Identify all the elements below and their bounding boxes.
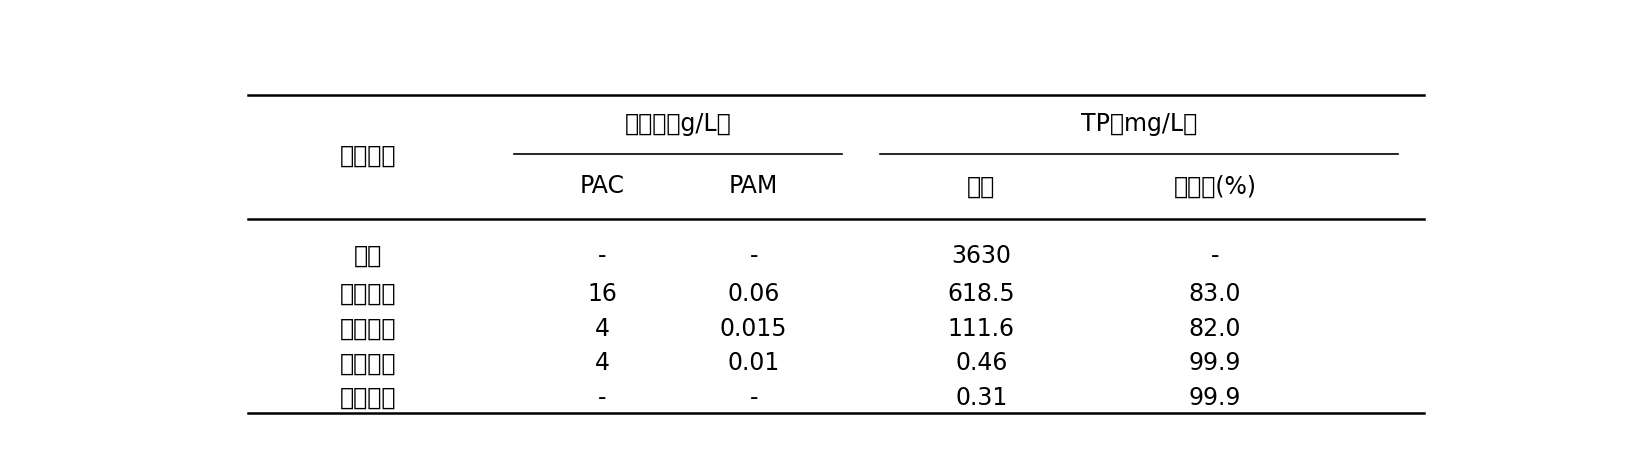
Text: 二级出水: 二级出水 xyxy=(339,317,396,341)
Text: 16: 16 xyxy=(587,282,616,306)
Text: PAM: PAM xyxy=(729,174,778,199)
Text: 处理单元: 处理单元 xyxy=(339,144,396,167)
Text: 0.015: 0.015 xyxy=(719,317,787,341)
Text: 618.5: 618.5 xyxy=(947,282,1014,306)
Text: -: - xyxy=(1209,244,1219,268)
Text: 0.06: 0.06 xyxy=(727,282,779,306)
Text: -: - xyxy=(598,386,606,410)
Text: 原水: 原水 xyxy=(354,244,381,268)
Text: 99.9: 99.9 xyxy=(1188,351,1240,375)
Text: 过滤出水: 过滤出水 xyxy=(339,386,396,410)
Text: 99.9: 99.9 xyxy=(1188,386,1240,410)
Text: 4: 4 xyxy=(595,351,610,375)
Text: 82.0: 82.0 xyxy=(1188,317,1240,341)
Text: PAC: PAC xyxy=(579,174,624,199)
Text: 一级出水: 一级出水 xyxy=(339,282,396,306)
Text: 投加量（g/L）: 投加量（g/L） xyxy=(624,112,730,137)
Text: 4: 4 xyxy=(595,317,610,341)
Text: 3630: 3630 xyxy=(950,244,1011,268)
Text: 0.46: 0.46 xyxy=(955,351,1007,375)
Text: 0.01: 0.01 xyxy=(727,351,779,375)
Text: -: - xyxy=(598,244,606,268)
Text: 0.31: 0.31 xyxy=(955,386,1007,410)
Text: 三级出水: 三级出水 xyxy=(339,351,396,375)
Text: 83.0: 83.0 xyxy=(1188,282,1240,306)
Text: 111.6: 111.6 xyxy=(947,317,1014,341)
Text: 去除率(%): 去除率(%) xyxy=(1174,174,1255,199)
Text: -: - xyxy=(750,244,758,268)
Text: TP（mg/L）: TP（mg/L） xyxy=(1081,112,1196,137)
Text: 出水: 出水 xyxy=(967,174,994,199)
Text: -: - xyxy=(750,386,758,410)
